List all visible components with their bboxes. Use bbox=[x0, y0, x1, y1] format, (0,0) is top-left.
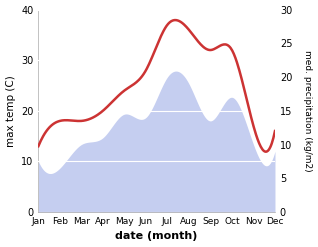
Y-axis label: max temp (C): max temp (C) bbox=[5, 75, 16, 147]
Y-axis label: med. precipitation (kg/m2): med. precipitation (kg/m2) bbox=[303, 50, 313, 172]
X-axis label: date (month): date (month) bbox=[115, 231, 198, 242]
